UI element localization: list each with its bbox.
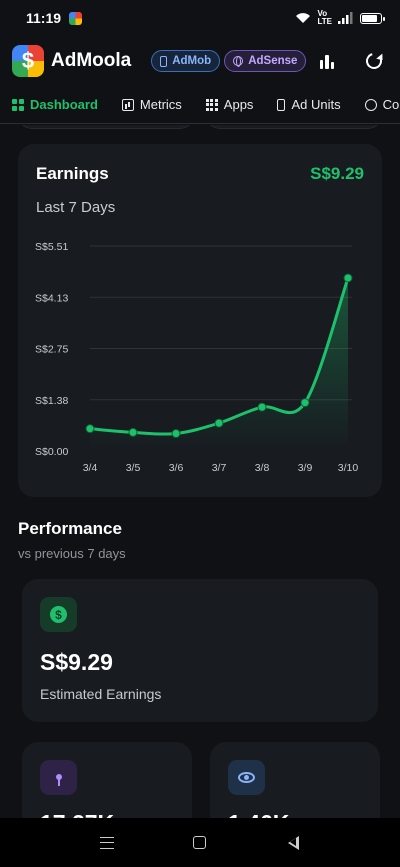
impressions-stat-value: 1.46K <box>228 810 289 818</box>
dollar-icon-box: $ <box>40 597 77 632</box>
partial-card-right <box>206 125 382 129</box>
wifi-icon <box>296 13 311 23</box>
tab-ad-units[interactable]: Ad Units <box>277 86 341 123</box>
chart-x-tick-label: 3/8 <box>255 462 270 474</box>
impressions-stat-card[interactable]: 1.46K <box>210 742 380 818</box>
antenna-icon-box <box>40 760 77 795</box>
ad-units-icon <box>277 98 286 111</box>
estimated-earnings-label: Estimated Earnings <box>40 686 162 702</box>
requests-stat-value: 17.27K <box>40 810 114 818</box>
chart-data-point <box>128 427 138 437</box>
tab-dashboard-label: Dashboard <box>30 97 98 112</box>
chart-data-point <box>257 402 267 412</box>
apps-icon <box>205 98 218 111</box>
recents-button[interactable] <box>87 828 127 858</box>
chart-x-tick-label: 3/10 <box>338 462 359 474</box>
chart-data-point <box>214 418 224 428</box>
app-header: $ AdMoola AdMob AdSense <box>0 36 400 86</box>
dollar-icon: $ <box>50 606 67 623</box>
admob-pill-label: AdMob <box>172 55 212 67</box>
app-logo-icon: $ <box>12 45 44 77</box>
menu-icon <box>99 836 114 849</box>
chart-data-point <box>300 398 310 408</box>
chart-area-fill <box>90 277 348 451</box>
tab-countries-label: Cou <box>382 97 400 112</box>
estimated-earnings-card[interactable]: $ S$9.29 Estimated Earnings <box>22 579 378 722</box>
home-button[interactable] <box>180 828 220 858</box>
earnings-line-chart[interactable]: S$5.51 S$4.13 S$2.75 S$1.38 S$0.00 3/4 3/5 3/6 3… <box>18 144 382 497</box>
chart-x-tick-label: 3/9 <box>298 462 313 474</box>
chart-y-tick-label: S$4.13 <box>35 292 68 304</box>
battery-icon <box>360 12 385 24</box>
dashboard-icon <box>12 98 24 111</box>
app-title: AdMoola <box>51 50 132 71</box>
estimated-earnings-value: S$9.29 <box>40 649 113 675</box>
tab-ad-units-label: Ad Units <box>291 97 341 112</box>
chart-y-tick-label: S$1.38 <box>35 395 68 407</box>
chart-y-tick-label: S$0.00 <box>35 446 68 458</box>
bar-chart-icon[interactable] <box>314 48 340 74</box>
tab-dashboard[interactable]: Dashboard <box>10 86 100 123</box>
earnings-card[interactable]: Earnings S$9.29 Last 7 Days S$5.51 S$4.13… <box>18 144 382 497</box>
eye-icon <box>238 772 255 783</box>
earnings-total: S$9.29 <box>310 164 364 183</box>
status-icons: Vo LTE <box>295 9 385 26</box>
status-bar: 11:19 Vo LTE <box>0 0 400 36</box>
tab-apps[interactable]: Apps <box>205 86 254 123</box>
home-icon <box>193 836 207 849</box>
performance-subtitle: vs previous 7 days <box>18 546 126 561</box>
globe-icon <box>233 56 244 67</box>
tab-bar: Dashboard Metrics Apps Ad Units Cou <box>0 86 400 124</box>
chart-y-tick-label: S$2.75 <box>35 344 68 356</box>
antenna-icon <box>52 770 66 786</box>
chart-data-point <box>171 429 181 439</box>
adsense-pill-label: AdSense <box>248 55 298 67</box>
system-nav-bar <box>0 818 400 867</box>
tab-countries[interactable]: Cou <box>364 86 400 123</box>
earnings-subtitle: Last 7 Days <box>36 199 116 216</box>
back-button[interactable] <box>273 828 313 858</box>
chart-data-point <box>85 424 95 434</box>
app-notification-icon <box>69 11 83 25</box>
chart-x-tick-label: 3/4 <box>83 462 98 474</box>
chart-x-tick-label: 3/6 <box>169 462 184 474</box>
chart-x-tick-label: 3/7 <box>212 462 227 474</box>
status-time: 11:19 <box>26 10 62 26</box>
admob-pill[interactable]: AdMob <box>151 50 221 72</box>
tab-metrics-label: Metrics <box>139 97 182 112</box>
dashboard-scroll-area[interactable]: Earnings S$9.29 Last 7 Days S$5.51 S$4.13… <box>0 125 400 818</box>
volte-label: Vo LTE <box>317 9 332 26</box>
requests-stat-card[interactable]: 17.27K <box>22 742 192 818</box>
chart-y-tick-label: S$5.51 <box>35 241 68 253</box>
tab-apps-label: Apps <box>223 97 254 112</box>
tab-metrics[interactable]: Metrics <box>121 86 182 123</box>
signal-icon <box>338 12 353 24</box>
adsense-pill[interactable]: AdSense <box>224 50 307 72</box>
globe-icon <box>364 98 377 111</box>
partial-card-left <box>18 125 194 129</box>
phone-icon <box>160 55 168 67</box>
chart-data-point <box>343 273 353 283</box>
back-icon <box>287 835 299 850</box>
metrics-icon <box>121 98 134 111</box>
eye-icon-box <box>228 760 265 795</box>
earnings-title: Earnings <box>36 164 109 183</box>
chart-x-tick-label: 3/5 <box>126 462 141 474</box>
refresh-icon[interactable] <box>363 50 385 72</box>
performance-title: Performance <box>18 519 122 538</box>
